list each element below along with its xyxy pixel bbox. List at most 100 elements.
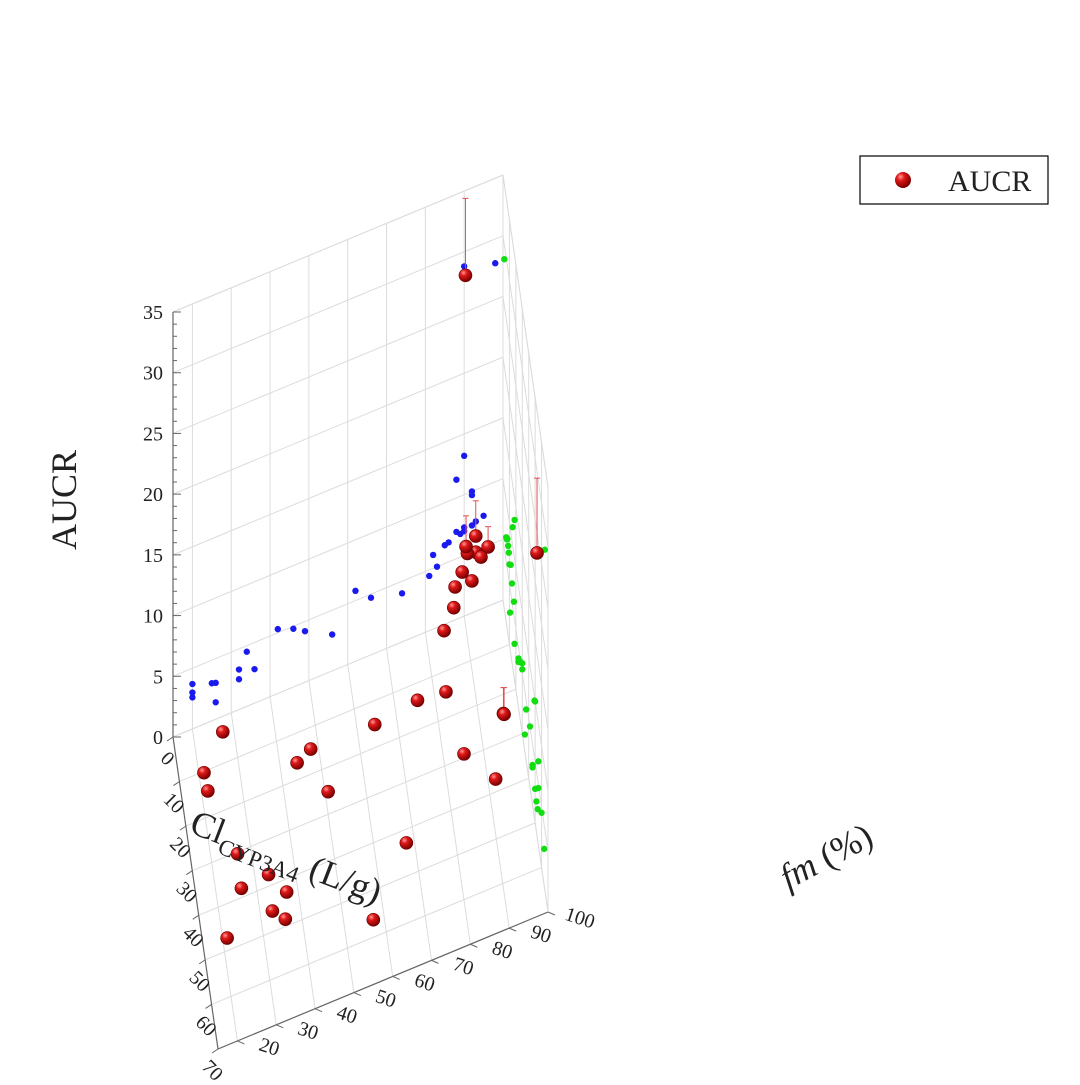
right-wall-gridline-z: [502, 539, 549, 852]
data-point: [474, 550, 488, 564]
y-tick-label: 80: [489, 937, 515, 964]
projection-point-right-wall: [535, 758, 542, 765]
legend: AUCR: [859, 155, 1049, 205]
x-tick: [198, 959, 206, 965]
y-tick-label: 30: [295, 1018, 321, 1045]
left-wall-gridline-z: [172, 295, 504, 434]
legend-box: [859, 155, 1049, 205]
projection-point-right-wall: [515, 658, 522, 666]
y-axis-line: [217, 911, 549, 1050]
projection-point-right-wall: [504, 542, 512, 549]
y-tick: [547, 911, 556, 916]
projection-point-left-wall: [367, 594, 375, 601]
floor-gridline-y: [308, 680, 355, 993]
y-tick-label: 100: [562, 903, 597, 933]
projection-point-left-wall: [274, 625, 282, 633]
projection-point-left-wall: [301, 628, 309, 635]
z-tick-label: 35: [143, 302, 163, 324]
z-tick-label: 25: [143, 423, 163, 445]
data-point: [459, 539, 473, 554]
data-point: [448, 580, 462, 594]
projection-point-right-wall: [533, 798, 540, 805]
projection-point-right-wall: [506, 561, 513, 568]
projection-point-right-wall: [508, 580, 516, 587]
x-tick: [186, 870, 193, 876]
y-tick: [314, 1008, 323, 1013]
floor-gridline-x: [179, 644, 510, 783]
data-point: [261, 867, 276, 882]
x-tick-label: 70: [197, 1056, 227, 1080]
projection-point-left-wall: [480, 512, 487, 519]
data-point: [497, 707, 511, 722]
floor-gridline-y: [424, 632, 471, 945]
x-tick: [205, 1004, 212, 1009]
projection-point-left-wall: [457, 530, 464, 538]
data-point: [468, 529, 483, 543]
left-wall-gridline-z: [172, 478, 504, 617]
projection-point-right-wall: [511, 516, 518, 524]
x-tick: [166, 736, 174, 742]
left-wall-gridline-z: [172, 538, 504, 677]
floor-gridline-x: [198, 777, 529, 916]
projection-point-right-wall: [510, 598, 518, 605]
projection-point-left-wall: [328, 631, 336, 638]
data-point: [439, 685, 453, 699]
projection-point-right-wall: [506, 609, 514, 616]
floor-gridline-x: [204, 822, 536, 961]
left-wall-gridline-z: [172, 417, 504, 556]
z-tick-label: 20: [143, 484, 163, 506]
y-tick: [276, 1024, 284, 1029]
data-point: [197, 765, 211, 780]
y-tick: [353, 992, 362, 997]
floor-gridline-y: [230, 712, 277, 1025]
data-point: [458, 268, 473, 283]
projection-point-left-wall: [243, 648, 250, 655]
data-point: [367, 717, 382, 732]
projection-point-right-wall: [526, 723, 534, 730]
projection-point-right-wall: [540, 845, 548, 853]
right-wall-gridline-z: [502, 599, 549, 913]
z-tick-label: 15: [143, 545, 163, 567]
projection-point-left-wall: [460, 452, 468, 460]
floor-gridline-y: [463, 616, 510, 929]
axes-layer: [166, 174, 556, 1054]
y-tick-label: 70: [450, 953, 476, 980]
x-tick: [211, 1048, 219, 1054]
grid-layer: [172, 174, 549, 1050]
x-tick: [179, 825, 187, 831]
data-point: [465, 574, 479, 588]
floor-gridline-y: [386, 648, 433, 961]
projection-point-right-wall: [509, 524, 516, 531]
points-layer: [197, 268, 544, 945]
projection-point-right-wall: [522, 706, 530, 713]
x-tick: [173, 781, 180, 786]
left-wall-gridline-z: [172, 235, 504, 374]
projection-point-left-wall: [208, 680, 216, 687]
data-point: [265, 904, 280, 918]
projection-point-right-wall: [501, 256, 508, 263]
y-axis-title: fm (%): [773, 815, 879, 897]
projection-point-left-wall: [441, 542, 448, 549]
projection-point-right-wall: [503, 534, 510, 541]
projection-point-left-wall: [235, 666, 243, 673]
x-axis-title-unit: (L/g): [296, 845, 388, 912]
right-wall-gridline-z: [502, 478, 549, 791]
floor-gridline-x: [211, 866, 542, 1005]
floor-gridline-y: [347, 664, 394, 977]
legend-label: AUCR: [948, 165, 1031, 198]
left-wall-gridline-z: [172, 599, 504, 738]
data-point: [201, 784, 215, 798]
y-tick-label: 20: [256, 1034, 282, 1061]
y-tick: [392, 976, 400, 980]
data-point: [455, 565, 469, 579]
x-axis-line: [172, 736, 219, 1050]
data-point: [446, 600, 461, 615]
data-point: [278, 912, 293, 926]
left-wall-gridline-z: [172, 356, 504, 495]
floor-gridline-y: [191, 728, 238, 1042]
projection-point-left-wall: [426, 572, 433, 580]
y-tick: [237, 1040, 245, 1045]
projection-point-left-wall: [468, 522, 476, 529]
data-point: [230, 847, 245, 861]
